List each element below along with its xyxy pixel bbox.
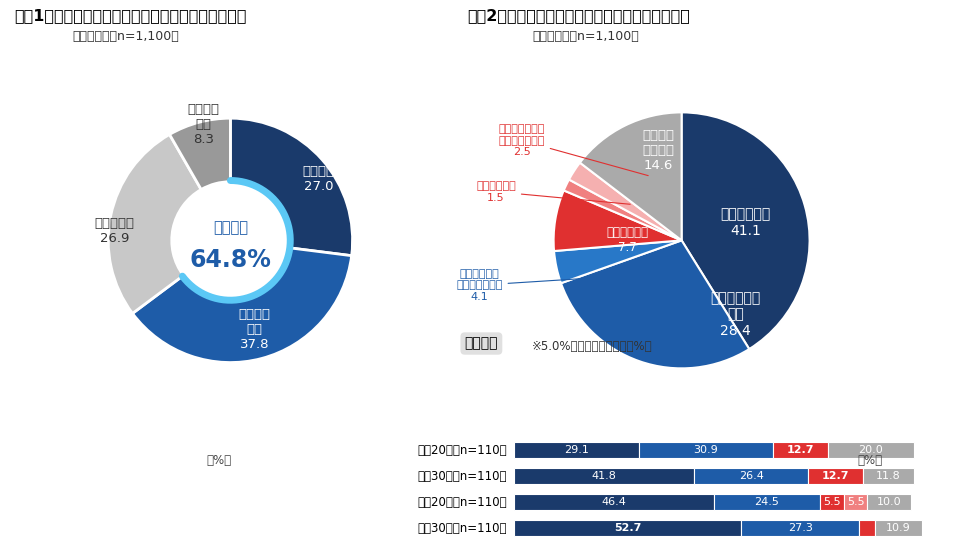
Text: 52.7: 52.7 xyxy=(613,523,641,533)
Text: 41.8: 41.8 xyxy=(591,471,616,481)
Text: ＜図2＞　何もせずに時間を過ごすことへの気持ち: ＜図2＞ 何もせずに時間を過ごすことへの気持ち xyxy=(468,8,690,23)
Bar xyxy=(820,494,844,510)
Text: 無駄だと思う
7.7: 無駄だと思う 7.7 xyxy=(607,226,649,254)
Text: 20.0: 20.0 xyxy=(858,445,883,455)
Wedge shape xyxy=(170,118,230,190)
Text: 男性30代（n=110）: 男性30代（n=110） xyxy=(418,470,507,482)
Text: あまりない
26.9: あまりない 26.9 xyxy=(94,216,134,245)
Bar xyxy=(808,468,863,484)
Text: 大事だと思う
41.1: 大事だと思う 41.1 xyxy=(720,207,771,238)
Wedge shape xyxy=(580,112,682,240)
Text: なんとも
思わない
14.6: なんとも 思わない 14.6 xyxy=(642,129,675,172)
Text: 怖いと感じる
1.5: 怖いと感じる 1.5 xyxy=(476,181,630,204)
Text: 27.3: 27.3 xyxy=(788,523,813,533)
Text: 好きな時間で
ある
28.4: 好きな時間で ある 28.4 xyxy=(710,291,760,338)
Text: まあまあ
ある
37.8: まあまあ ある 37.8 xyxy=(239,308,271,351)
Text: まったく
ない
8.3: まったく ない 8.3 xyxy=(187,103,220,146)
Text: 女性20代（n=110）: 女性20代（n=110） xyxy=(418,496,507,509)
Bar xyxy=(639,442,773,458)
Text: 女性30代（n=110）: 女性30代（n=110） xyxy=(418,522,507,534)
Text: 意識して作る
ようにしている
4.1: 意識して作る ようにしている 4.1 xyxy=(456,268,617,302)
Bar xyxy=(863,468,914,484)
Text: （単一回答：n=1,100）: （単一回答：n=1,100） xyxy=(533,30,639,43)
Text: 5.5: 5.5 xyxy=(823,497,841,507)
Text: ＜図1＞　何もせずに「ぼーっと時間を過ごす」頻度: ＜図1＞ 何もせずに「ぼーっと時間を過ごす」頻度 xyxy=(14,8,247,23)
Bar xyxy=(868,494,911,510)
Bar xyxy=(714,494,820,510)
Text: ある・計: ある・計 xyxy=(213,221,248,236)
Text: 64.8%: 64.8% xyxy=(189,248,272,272)
Text: 46.4: 46.4 xyxy=(601,497,626,507)
Text: 性年代別: 性年代別 xyxy=(465,337,498,350)
Bar xyxy=(875,520,922,536)
Text: よくある
27.0: よくある 27.0 xyxy=(302,165,334,193)
Text: ※5.0%以下はラベル省略（%）: ※5.0%以下はラベル省略（%） xyxy=(532,340,653,353)
Text: （%）: （%） xyxy=(857,454,882,467)
Bar xyxy=(514,494,714,510)
Wedge shape xyxy=(569,163,682,240)
Wedge shape xyxy=(564,179,682,240)
Text: 26.4: 26.4 xyxy=(739,471,763,481)
Text: 意識して無くす
ようにしている
2.5: 意識して無くす ようにしている 2.5 xyxy=(498,124,648,176)
Bar xyxy=(514,520,741,536)
Wedge shape xyxy=(682,112,809,349)
Text: （%）: （%） xyxy=(206,454,231,467)
Text: 11.8: 11.8 xyxy=(876,471,900,481)
Wedge shape xyxy=(230,118,352,255)
Text: 29.1: 29.1 xyxy=(564,445,588,455)
Wedge shape xyxy=(554,191,682,251)
Bar xyxy=(514,468,694,484)
Text: 10.0: 10.0 xyxy=(876,497,901,507)
Wedge shape xyxy=(132,248,351,363)
Text: 10.9: 10.9 xyxy=(886,523,911,533)
Bar xyxy=(773,442,828,458)
Bar xyxy=(514,442,639,458)
Bar xyxy=(694,468,808,484)
Wedge shape xyxy=(108,134,202,314)
Text: 12.7: 12.7 xyxy=(822,471,850,481)
Text: 30.9: 30.9 xyxy=(694,445,718,455)
Wedge shape xyxy=(554,240,682,283)
Text: 24.5: 24.5 xyxy=(755,497,780,507)
Text: （単一回答：n=1,100）: （単一回答：n=1,100） xyxy=(72,30,179,43)
Bar xyxy=(844,494,868,510)
Text: 男性20代（n=110）: 男性20代（n=110） xyxy=(418,444,507,457)
Bar xyxy=(859,520,875,536)
Wedge shape xyxy=(561,240,749,368)
Text: 12.7: 12.7 xyxy=(786,445,814,455)
Text: 5.5: 5.5 xyxy=(847,497,864,507)
Bar xyxy=(828,442,914,458)
Bar xyxy=(741,520,859,536)
